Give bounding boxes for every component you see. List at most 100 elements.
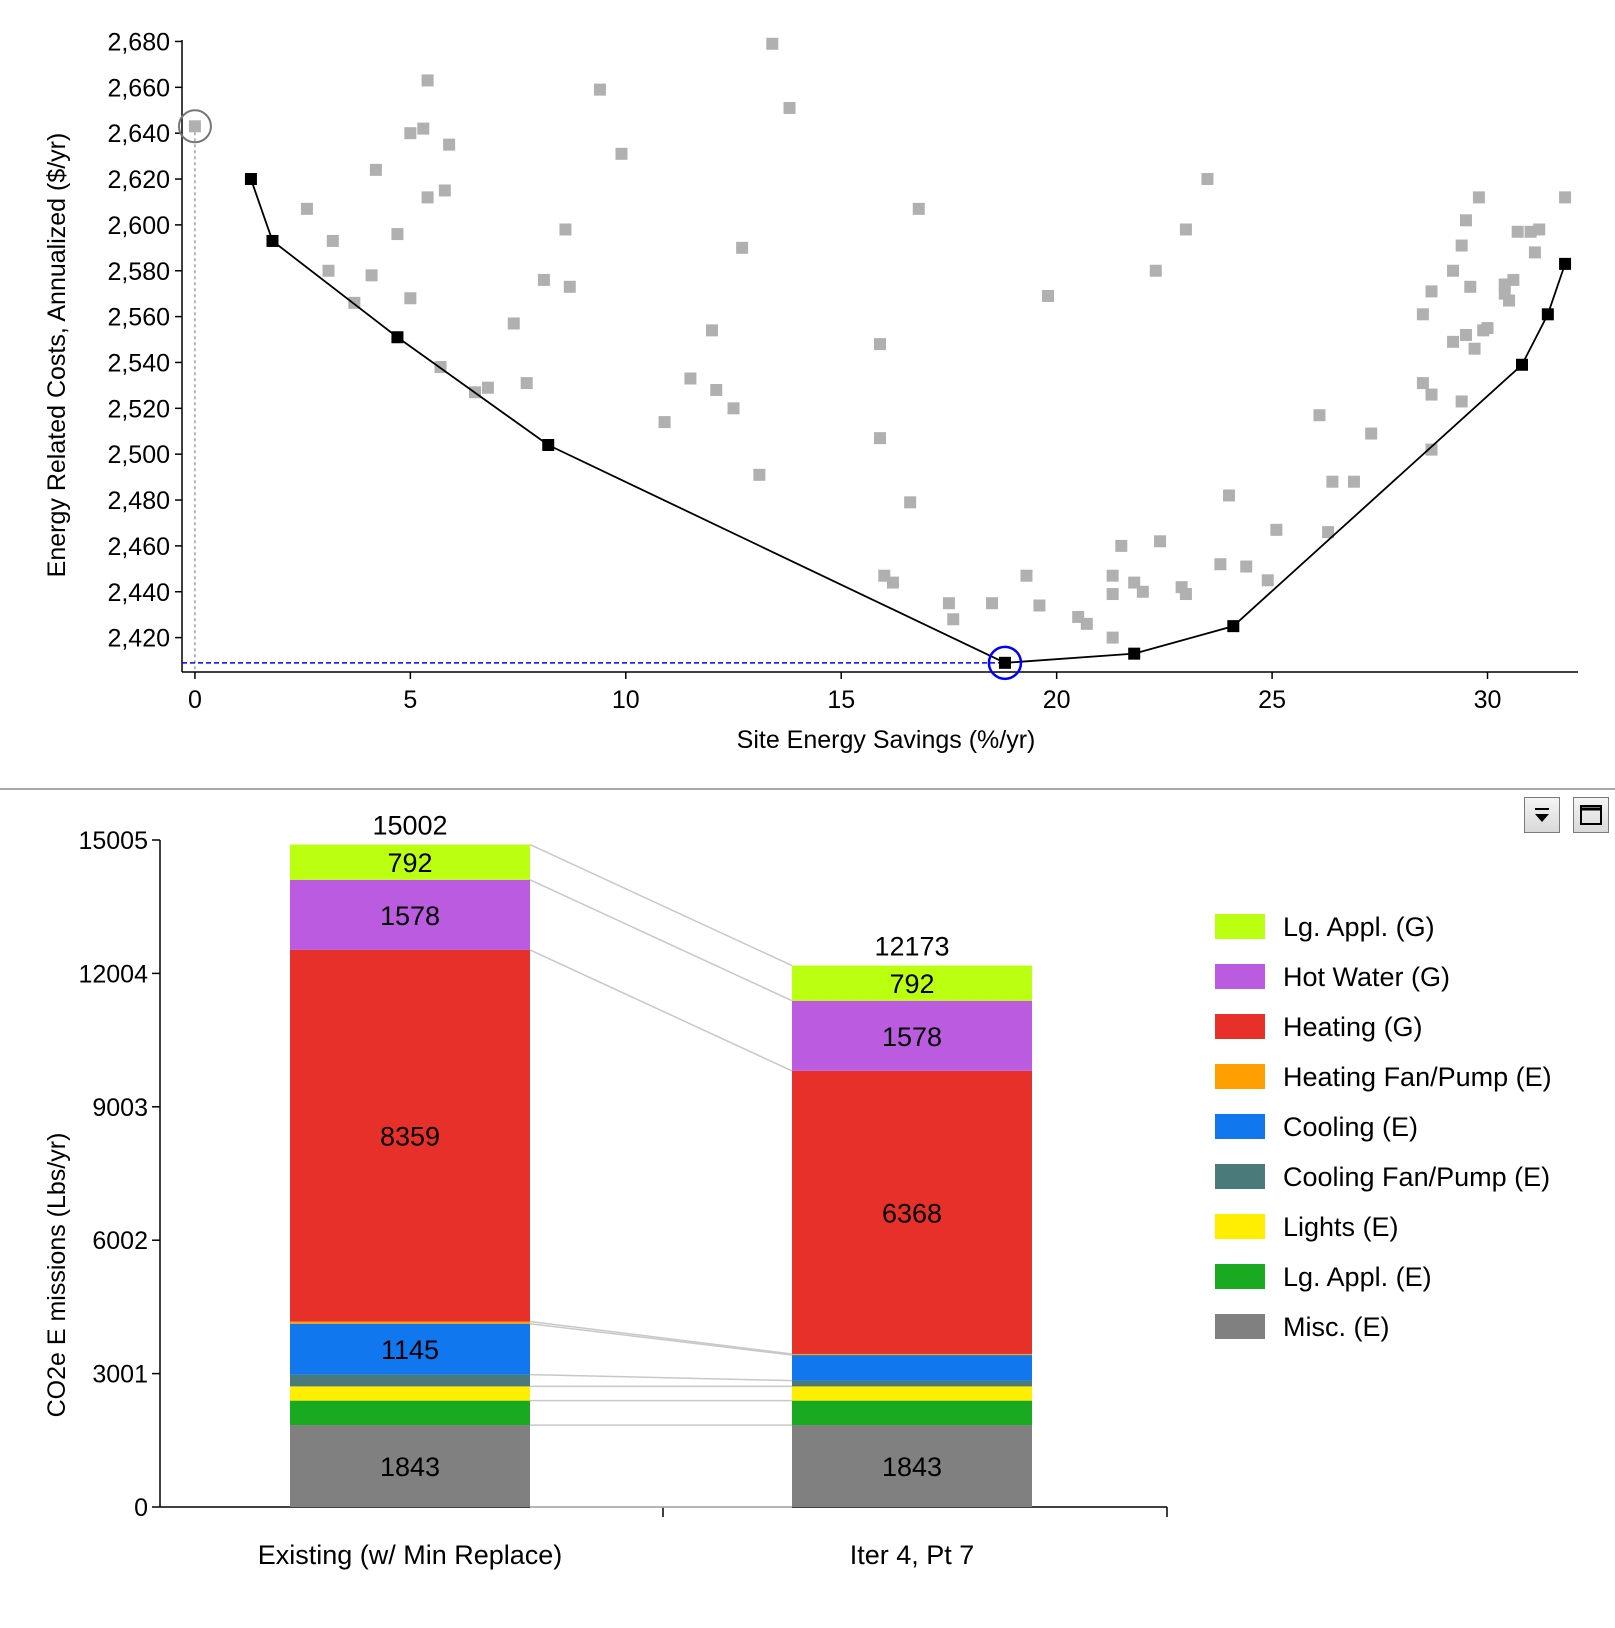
scatter-point xyxy=(1533,223,1546,236)
y-tick-label: 2,600 xyxy=(107,212,170,240)
legend-swatch xyxy=(1215,914,1265,939)
scatter-point xyxy=(1455,395,1468,408)
scatter-point xyxy=(369,163,382,176)
y-tick-label: 2,680 xyxy=(107,28,170,56)
scatter-point xyxy=(1313,409,1326,422)
scatter-point xyxy=(1416,377,1429,390)
legend-swatch xyxy=(1215,1114,1265,1139)
scatter-point xyxy=(1179,223,1192,236)
legend-swatch xyxy=(1215,1314,1265,1339)
scatter-point xyxy=(874,338,886,351)
bar-segment xyxy=(290,1425,530,1507)
bar-segment xyxy=(792,1355,1032,1381)
connector-line xyxy=(529,1320,793,1355)
y-tick-label: 6002 xyxy=(92,1227,148,1255)
scatter-point xyxy=(1559,191,1572,204)
y-tick-label: 2,480 xyxy=(107,487,170,515)
scatter-point xyxy=(1528,246,1541,259)
category-label: Existing (w/ Min Replace) xyxy=(258,1540,563,1570)
scatter-point xyxy=(365,269,378,282)
frontier-point xyxy=(1541,308,1554,321)
frontier-point xyxy=(266,234,279,247)
scatter-point xyxy=(783,101,796,114)
legend: Lg. Appl. (G) Hot Water (G) Heating (G) Hea… xyxy=(1215,912,1552,1342)
scatter-point xyxy=(421,74,434,87)
scatter-point xyxy=(520,377,533,390)
x-tick-label: 5 xyxy=(403,686,417,714)
reference-point-marker xyxy=(177,109,212,144)
bar-segment xyxy=(792,1380,1032,1387)
scatter-point xyxy=(563,280,576,293)
maximize-button[interactable] xyxy=(1573,797,1609,833)
legend-label: Cooling (E) xyxy=(1283,1112,1418,1142)
frontier-point xyxy=(391,331,404,344)
segment-value-label: 8359 xyxy=(380,1122,440,1152)
y-tick-label: 2,520 xyxy=(107,395,170,423)
scatter-point xyxy=(942,597,955,610)
maximize-icon xyxy=(1580,805,1602,825)
scatter-point xyxy=(1326,475,1339,488)
bar-segment xyxy=(792,1353,1032,1356)
y-tick-label: 2,540 xyxy=(107,349,170,377)
scatter-point xyxy=(1136,585,1149,598)
scatter-point xyxy=(615,147,628,160)
scatter-point xyxy=(658,416,671,429)
y-tick-label: 0 xyxy=(134,1494,148,1522)
scatter-point xyxy=(710,383,723,396)
segment-value-label: 792 xyxy=(387,848,432,878)
connector-line xyxy=(529,949,793,1072)
y-tick-label: 2,620 xyxy=(107,166,170,194)
scatter-point xyxy=(766,37,779,50)
category-label: Iter 4, Pt 7 xyxy=(850,1540,975,1570)
y-tick-label: 2,460 xyxy=(107,533,170,561)
scatter-point xyxy=(1472,191,1485,204)
scatter-point xyxy=(1447,264,1460,277)
scatter-point xyxy=(1425,285,1438,298)
legend-label: Cooling Fan/Pump (E) xyxy=(1283,1162,1550,1192)
scatter-point xyxy=(912,202,925,215)
x-tick-label: 30 xyxy=(1474,686,1502,714)
legend-label: Lg. Appl. (E) xyxy=(1283,1262,1432,1292)
scatter-point xyxy=(753,468,766,481)
frontier-point xyxy=(1559,257,1572,270)
scatter-point xyxy=(1106,588,1119,601)
segment-value-label: 1578 xyxy=(882,1022,942,1052)
scatter-point xyxy=(1080,617,1093,630)
legend-swatch xyxy=(1215,1214,1265,1239)
y-tick-label: 15005 xyxy=(78,827,148,855)
scatter-point xyxy=(1322,526,1335,539)
scatter-point xyxy=(1106,631,1119,644)
x-tick-label: 25 xyxy=(1258,686,1286,714)
scatter-point xyxy=(1347,475,1360,488)
connector-line xyxy=(529,1322,793,1356)
scatter-point xyxy=(1033,599,1046,612)
bar-total-label: 15002 xyxy=(372,811,447,841)
dropdown-button[interactable] xyxy=(1524,797,1560,833)
bar-segment xyxy=(290,1321,530,1324)
panel-divider xyxy=(0,788,1615,790)
segment-value-label: 1843 xyxy=(380,1452,440,1482)
scatter-point xyxy=(421,191,434,204)
scatter-point xyxy=(1365,427,1378,440)
legend-label: Lights (E) xyxy=(1283,1212,1399,1242)
scatter-point xyxy=(1020,569,1033,582)
scatter-point xyxy=(1416,308,1429,321)
bar-segment xyxy=(792,1000,1032,1071)
legend-label: Lg. Appl. (G) xyxy=(1283,912,1435,942)
scatter-point xyxy=(1261,574,1274,587)
legend-swatch xyxy=(1215,964,1265,989)
scatter-point xyxy=(507,317,520,330)
scatter-point xyxy=(1459,328,1472,341)
x-tick-label: 20 xyxy=(1043,686,1071,714)
scatter-point xyxy=(300,202,313,215)
y-tick-label: 2,640 xyxy=(107,120,170,148)
scatter-point xyxy=(1503,294,1516,307)
selected-point-marker xyxy=(987,645,1023,681)
y-tick-label: 3001 xyxy=(92,1361,148,1389)
scatter-point xyxy=(1464,280,1477,293)
y-tick-label: 2,580 xyxy=(107,258,170,286)
segment-value-label: 6368 xyxy=(882,1198,942,1228)
scatter-point xyxy=(727,402,740,415)
legend-swatch xyxy=(1215,1164,1265,1189)
scatter-point xyxy=(443,138,456,151)
